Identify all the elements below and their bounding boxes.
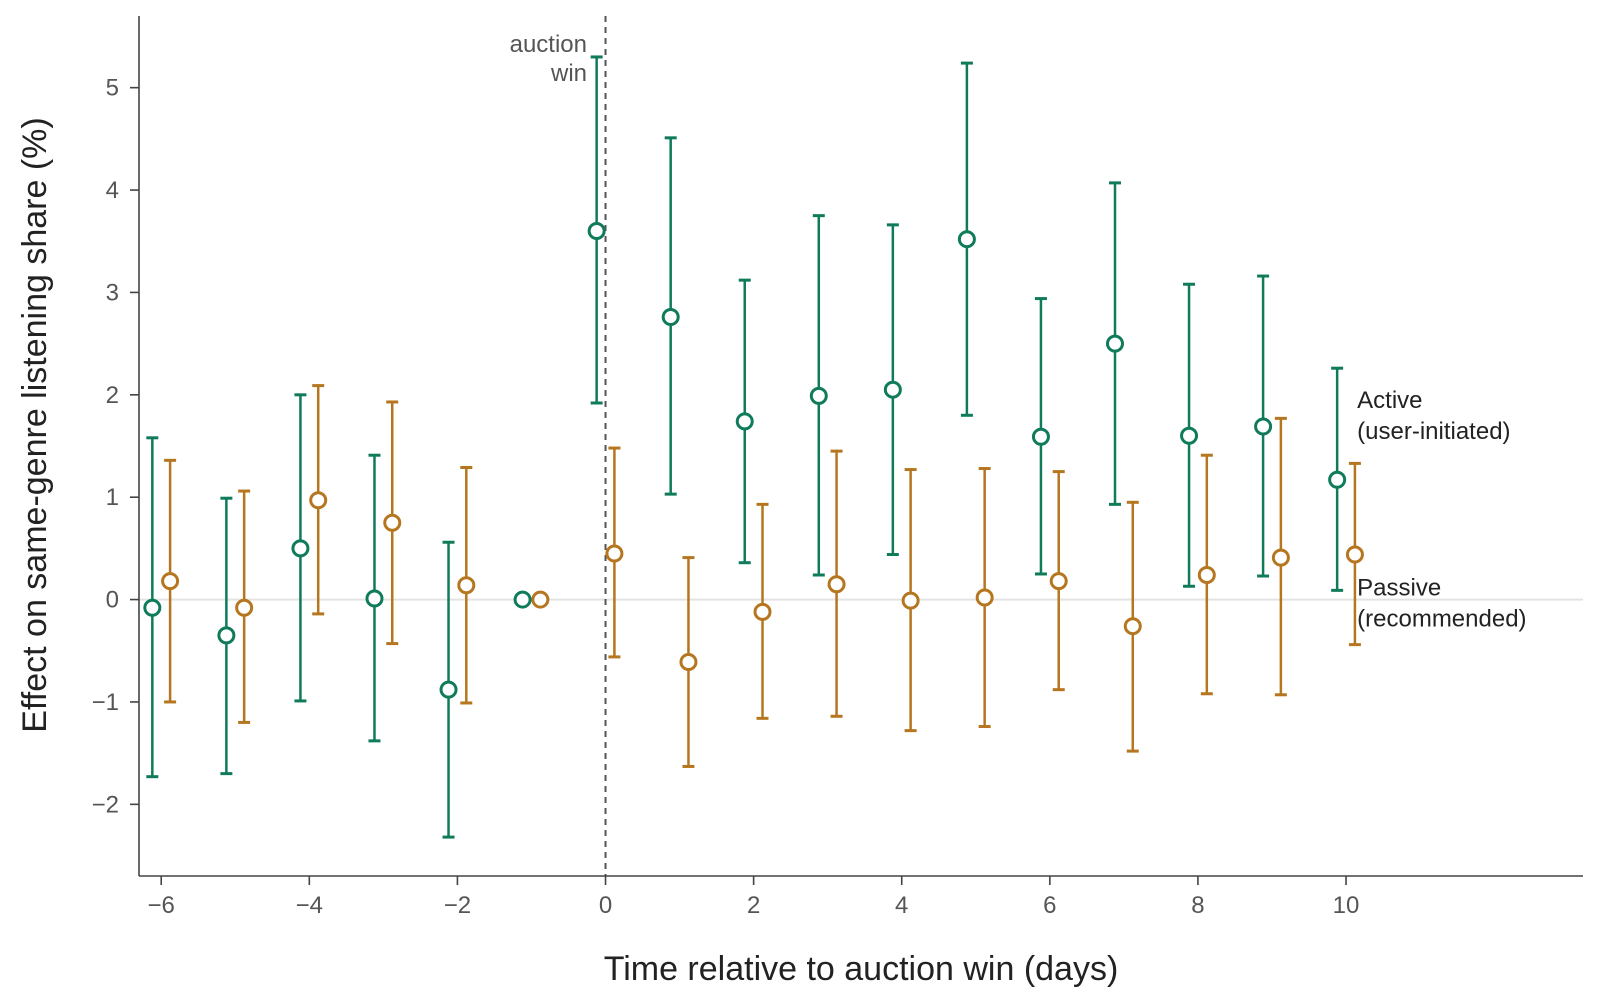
data-points [143, 222, 1364, 699]
x-tick-label: 8 [1191, 892, 1204, 919]
passive-series-label-line: (recommended) [1357, 605, 1526, 632]
passive-point [605, 544, 624, 563]
active-point [1254, 417, 1273, 436]
passive-point [1123, 617, 1142, 636]
active-point [735, 412, 754, 431]
passive-series-label-line: Passive [1357, 574, 1441, 601]
active-point [1180, 426, 1199, 445]
y-tick-label: 0 [106, 587, 119, 614]
passive-point [975, 588, 994, 607]
x-axis-title: Time relative to auction win (days) [604, 950, 1119, 988]
passive-point [679, 653, 698, 672]
passive-point [1197, 566, 1216, 584]
active-series-label-line: (user-initiated) [1357, 418, 1510, 445]
reference-lines [139, 16, 1583, 876]
active-series-label-line: Active [1357, 387, 1422, 414]
annotation-line: auction [510, 31, 587, 58]
x-tick-label: 4 [895, 892, 908, 919]
x-tick-label: −6 [148, 892, 175, 919]
error-bars [146, 55, 1361, 839]
y-tick-label: 3 [106, 279, 119, 306]
x-tick-label: 0 [599, 892, 612, 919]
active-point [1328, 470, 1347, 489]
y-tick-label: −2 [92, 791, 119, 818]
active-point [291, 539, 310, 558]
y-tick-label: 4 [106, 177, 119, 204]
x-tick-label: 10 [1333, 892, 1360, 919]
ticks: −6 −4 −2 0 2 4 6 8 10 −2 −1 0 1 2 3 4 5 [92, 75, 1360, 919]
x-tick-label: 2 [747, 892, 760, 919]
y-tick-label: −1 [92, 689, 119, 716]
passive-series-label: Passive (recommended) [1357, 574, 1526, 632]
annotation-line: win [550, 60, 587, 87]
passive-point [753, 602, 772, 621]
active-series-label: Active (user-initiated) [1357, 387, 1510, 445]
active-point [957, 230, 976, 249]
x-tick-label: −4 [296, 892, 323, 919]
passive-point [531, 590, 550, 609]
y-tick-label: 5 [106, 75, 119, 102]
active-point [1031, 427, 1050, 446]
x-tick-label: −2 [444, 892, 471, 919]
passive-point [1271, 548, 1290, 567]
passive-point [457, 576, 476, 595]
labels: Time relative to auction win (days) Effe… [16, 31, 1527, 988]
passive-point [1345, 545, 1364, 564]
active-point [587, 222, 606, 240]
y-tick-label: 1 [106, 484, 119, 511]
active-point [1105, 334, 1124, 353]
active-point [809, 386, 828, 405]
x-tick-label: 6 [1043, 892, 1056, 919]
annotation-auction-win: auction win [510, 31, 587, 87]
passive-point [827, 575, 846, 594]
passive-point [901, 591, 920, 610]
active-point [439, 680, 458, 699]
passive-point [1049, 572, 1068, 591]
active-point [883, 380, 902, 399]
active-point [143, 598, 162, 617]
active-point [365, 589, 384, 608]
active-point [661, 308, 680, 326]
passive-point [309, 491, 328, 510]
y-axis-title: Effect on same-genre listening share (%) [16, 117, 54, 732]
active-point [217, 626, 236, 645]
active-point [513, 590, 532, 609]
passive-point [383, 513, 402, 532]
y-tick-label: 2 [106, 382, 119, 409]
axes [138, 16, 1583, 877]
passive-point [235, 598, 254, 617]
passive-point [161, 572, 180, 591]
